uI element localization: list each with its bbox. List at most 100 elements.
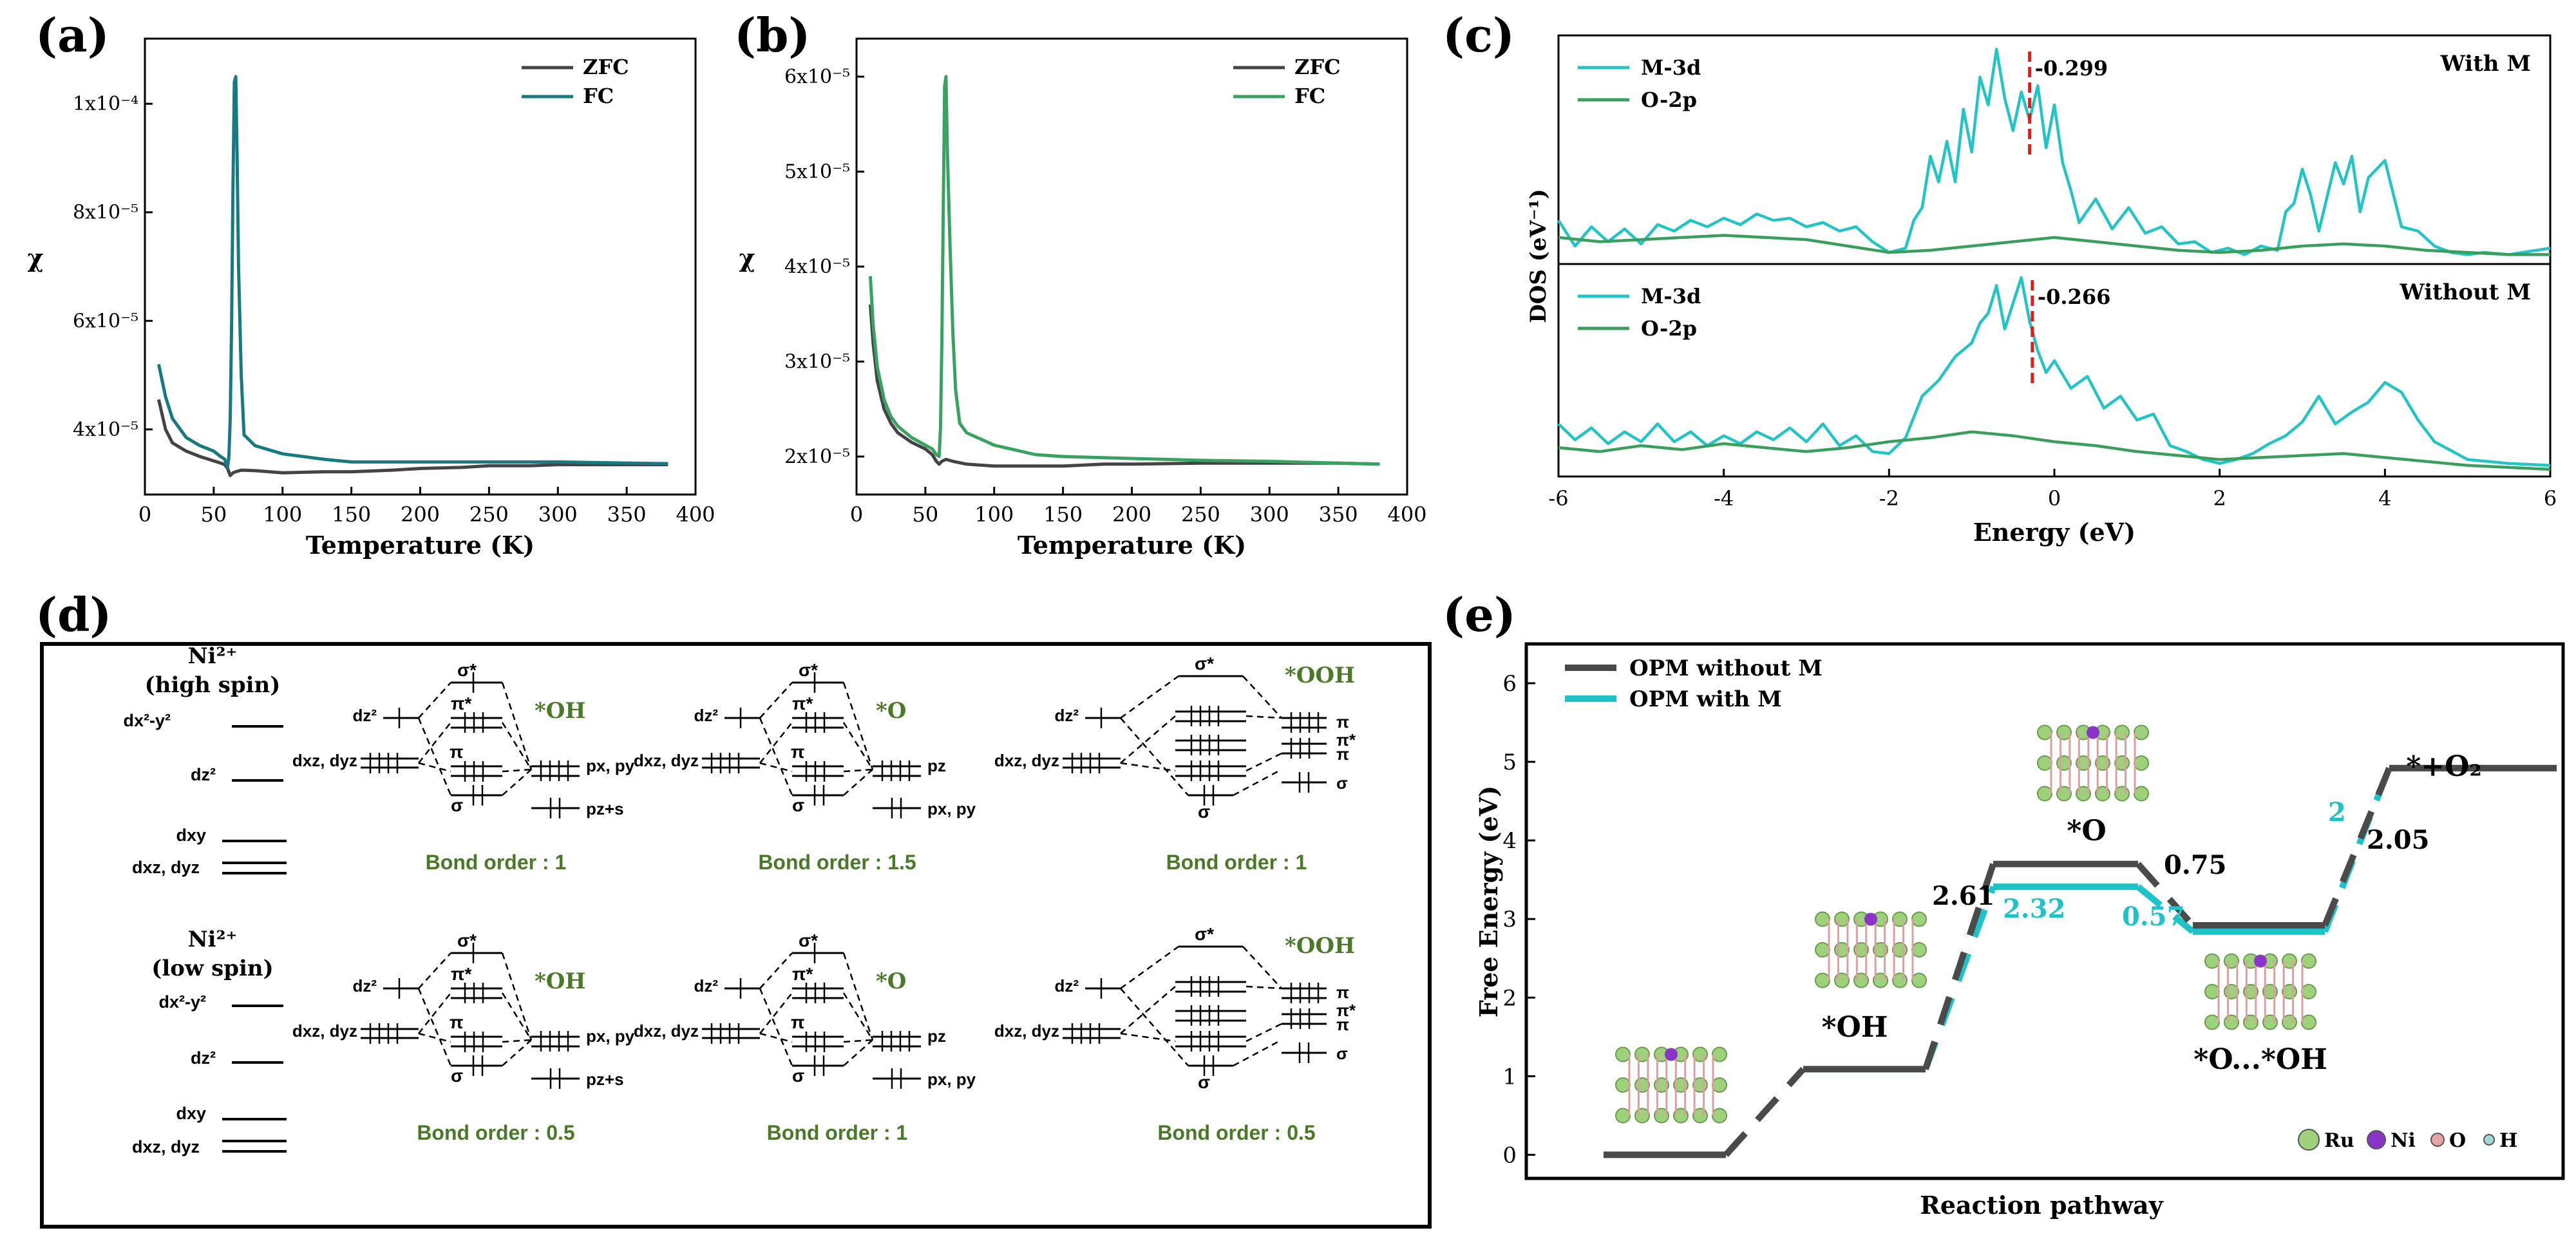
series-zfc [868, 304, 1380, 468]
atom-legend-ru-icon [2298, 1129, 2320, 1151]
x-tick-label: 50 [913, 502, 939, 527]
y-tick-label: 2 [1502, 985, 1517, 1011]
bond-order-label: Bond order : 1 [1166, 851, 1307, 874]
mo-left-label: dz² [352, 706, 377, 725]
subplot-corner-label: Without M [2399, 279, 2531, 305]
chart-a: 0 50 100 150 200 250 300 350 400 4x10⁻⁵ 6x10⁻⁵ 8x10… [28, 37, 715, 560]
y-axis-label: DOS (eV⁻¹) [1526, 189, 1551, 323]
panel-label-c: (c) [1443, 8, 1515, 62]
panel-label-b: (b) [734, 8, 810, 62]
mo-label: σ* [799, 930, 818, 950]
transition-opm-with-m [2136, 884, 2195, 934]
mo-left-label: dz² [352, 976, 377, 996]
ni-level-label: dx²-y² [159, 992, 207, 1012]
ni-atom [1665, 1048, 1678, 1061]
mo-right-label: pz+s [586, 799, 624, 818]
y-tick-label: 6x10⁻⁵ [73, 310, 138, 332]
y-tick-label: 1x10⁻⁴ [73, 93, 138, 115]
mo-label: σ* [457, 930, 477, 950]
panel-d-frame [40, 642, 1432, 1229]
legend-label: OPM without M [1629, 656, 1823, 681]
x-tick-label: 0 [138, 502, 151, 527]
mo-label: σ [451, 1066, 463, 1086]
x-tick-label: 100 [263, 502, 302, 527]
legend-label: O-2p [1641, 88, 1697, 112]
x-tick-label: 200 [1112, 502, 1151, 527]
ru-atom [1712, 1046, 1727, 1062]
slab-structure-icon [1615, 1046, 1727, 1124]
ni-title-high: Ni²⁺ [188, 643, 238, 669]
plot-frame [1524, 642, 2565, 1180]
ru-atom [2301, 953, 2316, 969]
mo-right-label: pz+s [586, 1070, 624, 1089]
x-tick-label: 250 [469, 502, 509, 527]
correlation-lines [759, 952, 793, 1066]
ni-spin-low: (low spin) [151, 956, 273, 981]
y-tick-label: 4x10⁻⁵ [73, 419, 138, 441]
y-tick-label: 6 [1502, 671, 1517, 697]
correlation-lines [759, 682, 793, 796]
ru-atom [2134, 786, 2149, 802]
mo-label: σ* [1195, 654, 1214, 674]
mo-label: σ* [457, 660, 477, 680]
atom-legend-label: H [2499, 1129, 2517, 1152]
mo-right-label: π [1336, 744, 1349, 764]
correlation-lines [1120, 675, 1189, 796]
ru-atom [1815, 972, 1830, 988]
x-tick-label: -4 [1714, 486, 1734, 511]
legend-label: ZFC [583, 55, 629, 79]
bond-order-label: Bond order : 1.5 [758, 851, 916, 874]
transition-opm-with-m [2322, 767, 2392, 933]
atom-legend-o-icon [2430, 1133, 2445, 1147]
mo-label: σ [451, 795, 463, 815]
mo-label: π* [792, 964, 813, 984]
mo-label: π* [792, 694, 813, 713]
legend-label: M-3d [1641, 55, 1701, 80]
ni-level-label: dxz, dyz [132, 858, 200, 877]
adsorbate-label: *OH [535, 968, 586, 994]
ni-atom [2254, 954, 2267, 968]
adsorbate-label: *OH [535, 698, 586, 724]
x-tick-label: 0 [850, 502, 863, 527]
ni-title-low: Ni²⁺ [188, 927, 238, 952]
mo-right-label: px, py [586, 1026, 635, 1046]
slab-structure-icon [2204, 953, 2316, 1030]
y-tick-label: 3 [1502, 907, 1517, 932]
x-tick-label: -6 [1548, 486, 1568, 511]
correlation-lines [1233, 675, 1282, 797]
dos-series-m-3d [1557, 48, 2551, 256]
atom-legend-ni-icon [2367, 1130, 2386, 1149]
panel-label-a: (a) [35, 8, 109, 62]
panel-label-e: (e) [1443, 587, 1516, 642]
mo-right-label: π* [1336, 730, 1356, 750]
ru-atom [1911, 911, 1927, 927]
mo-right-label: pz [927, 1026, 946, 1046]
x-axis-label: Temperature (K) [306, 531, 535, 560]
mo-left-label: dz² [694, 976, 718, 996]
ru-atom [1615, 1077, 1631, 1093]
ni-level-label: dx²-y² [124, 711, 171, 730]
step-annotation: 2.32 [2003, 894, 2065, 924]
ni-atom [1864, 912, 1877, 926]
slab-structure-icon [1815, 911, 1927, 988]
legend-label: FC [583, 84, 614, 108]
mo-right-label: π [1336, 1015, 1349, 1034]
state-label: *OH [1822, 1011, 1888, 1044]
ru-atom [2301, 984, 2316, 999]
series-fc [156, 75, 668, 469]
x-axis-label: Energy (eV) [1973, 518, 2136, 547]
x-tick-label: 350 [607, 502, 647, 527]
ru-atom [1815, 942, 1830, 958]
mo-label: π [791, 742, 804, 762]
mo-left-label: dz² [694, 706, 718, 725]
series-zfc [156, 399, 668, 477]
step-annotation: 0.57 [2122, 901, 2184, 932]
bond-order-label: Bond order : 0.5 [1157, 1121, 1315, 1144]
transition-opm-without-m [1922, 863, 1996, 1070]
x-tick-label: 6 [2544, 486, 2557, 511]
x-tick-label: 200 [401, 502, 440, 527]
plot-frame [1557, 34, 2552, 478]
mo-right-label: px, py [927, 799, 976, 818]
x-tick-label: 400 [676, 502, 715, 527]
legend-label: O-2p [1641, 316, 1697, 341]
